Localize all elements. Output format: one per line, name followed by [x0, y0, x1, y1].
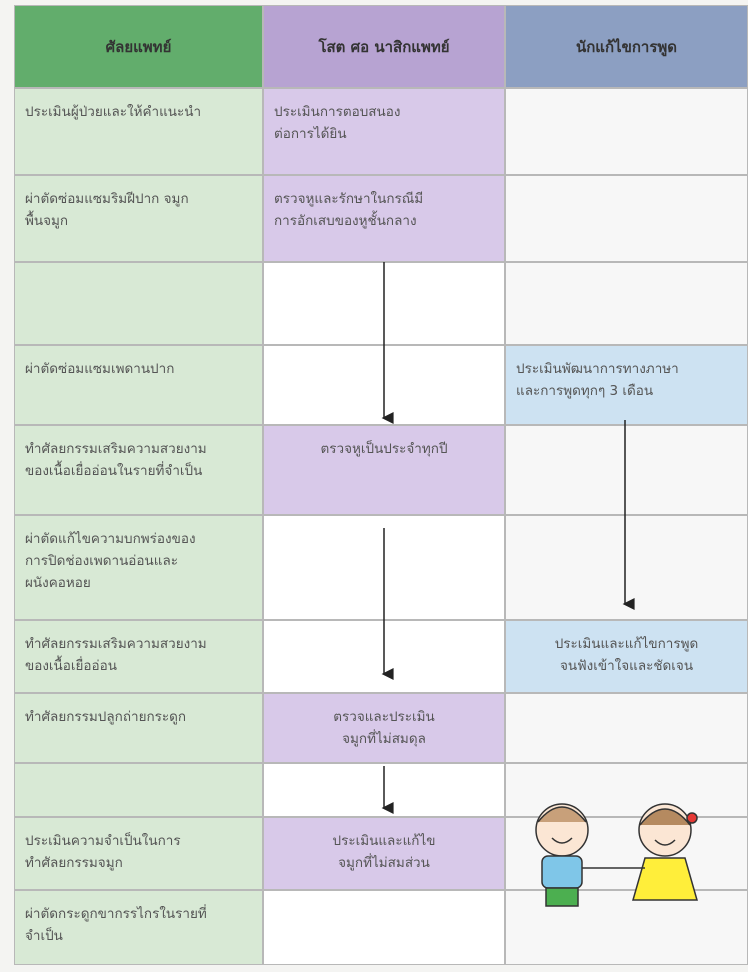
cell-text: จนฟังเข้าใจและชัดเจน	[559, 658, 694, 674]
cell-text: การปิดช่องเพดานอ่อนและ	[25, 553, 178, 569]
header-cell: นักแก้ไขการพูด	[505, 5, 748, 88]
table-cell: ตรวจหูและรักษาในกรณีมีการอักเสบของหูชั้น…	[263, 175, 505, 262]
cell-text: จมูกที่ไม่สมส่วน	[338, 855, 430, 871]
table-cell: ประเมินและแก้ไขการพูดจนฟังเข้าใจและชัดเจ…	[505, 620, 748, 693]
arrows	[381, 262, 635, 814]
table-cell: ทำศัลยกรรมเสริมความสวยงามของเนื้อเยื่ออ่…	[14, 620, 263, 693]
cell-text: ตรวจหูและรักษาในกรณีมี	[274, 191, 424, 207]
table-cell: ตรวจหูเป็นประจำทุกปี	[263, 425, 505, 515]
cell-text: ของเนื้อเยื่ออ่อน	[25, 658, 117, 674]
table-cell: ผ่าตัดซ่อมแซมริมฝีปาก จมูกพื้นจมูก	[14, 175, 263, 262]
cell-text: ประเมินและแก้ไขการพูด	[554, 636, 699, 652]
cell-text: ต่อการได้ยิน	[274, 126, 347, 142]
cell-text: ผ่าตัดซ่อมแซมเพดานปาก	[25, 361, 175, 377]
cell-text: ทำศัลยกรรมเสริมความสวยงาม	[25, 441, 207, 457]
cell-text: ผนังคอหอย	[25, 575, 91, 591]
cell-text: ประเมินความจำเป็นในการ	[25, 833, 181, 849]
table-cell: ตรวจและประเมินจมูกที่ไม่สมดุล	[263, 693, 505, 763]
cell-text: ประเมินและแก้ไข	[332, 833, 436, 849]
header-cell: โสต ศอ นาสิกแพทย์	[263, 5, 505, 88]
cell-text: ผ่าตัดซ่อมแซมริมฝีปาก จมูก	[25, 191, 189, 207]
table-cell	[14, 763, 263, 817]
cell-text: จมูกที่ไม่สมดุล	[342, 731, 426, 747]
cell-text: และการพูดทุกๆ 3 เดือน	[516, 383, 654, 399]
table-cell	[505, 88, 748, 175]
table-cell: ประเมินและแก้ไขจมูกที่ไม่สมส่วน	[263, 817, 505, 890]
table-cell: ประเมินพัฒนาการทางภาษาและการพูดทุกๆ 3 เด…	[505, 345, 748, 425]
table-cell: ประเมินการตอบสนองต่อการได้ยิน	[263, 88, 505, 175]
cell-text: ตรวจหูเป็นประจำทุกปี	[320, 441, 448, 457]
cell-text: ตรวจและประเมิน	[333, 709, 435, 725]
cell-text: ทำศัลยกรรมจมูก	[25, 855, 123, 871]
table-cell: ผ่าตัดซ่อมแซมเพดานปาก	[14, 345, 263, 425]
table-cell	[505, 763, 748, 817]
table-cell	[263, 890, 505, 965]
table-cell	[505, 425, 748, 515]
table-cell	[505, 262, 748, 345]
table-cell	[14, 262, 263, 345]
cell-text: ประเมินพัฒนาการทางภาษา	[516, 361, 679, 377]
cell-text: ผ่าตัดกระดูกขากรรไกรในรายที่	[25, 906, 207, 922]
table-cell: ผ่าตัดกระดูกขากรรไกรในรายที่จำเป็น	[14, 890, 263, 965]
table-cell: ทำศัลยกรรมปลูกถ่ายกระดูก	[14, 693, 263, 763]
cell-text: ทำศัลยกรรมเสริมความสวยงาม	[25, 636, 207, 652]
cell-text: ประเมินผู้ป่วยและให้คำแนะนำ	[25, 104, 202, 120]
cell-text: ทำศัลยกรรมปลูกถ่ายกระดูก	[25, 709, 187, 725]
kids-illustration	[535, 803, 698, 907]
cell-text: ประเมินการตอบสนอง	[274, 104, 401, 120]
table-cell: ทำศัลยกรรมเสริมความสวยงามของเนื้อเยื่ออ่…	[14, 425, 263, 515]
table-cell: ผ่าตัดแก้ไขความบกพร่องของการปิดช่องเพดาน…	[14, 515, 263, 620]
cell-text: จำเป็น	[25, 928, 63, 944]
cell-text: ของเนื้อเยื่ออ่อนในรายที่จำเป็น	[25, 463, 203, 479]
table-cell	[505, 175, 748, 262]
table-cell: ประเมินความจำเป็นในการทำศัลยกรรมจมูก	[14, 817, 263, 890]
cell-text: ผ่าตัดแก้ไขความบกพร่องของ	[25, 531, 196, 547]
cell-text: พื้นจมูก	[25, 213, 69, 229]
table-cell: ประเมินผู้ป่วยและให้คำแนะนำ	[14, 88, 263, 175]
table-cell	[505, 693, 748, 763]
cell-text: การอักเสบของหูชั้นกลาง	[274, 213, 417, 229]
header-cell: ศัลยแพทย์	[14, 5, 263, 88]
